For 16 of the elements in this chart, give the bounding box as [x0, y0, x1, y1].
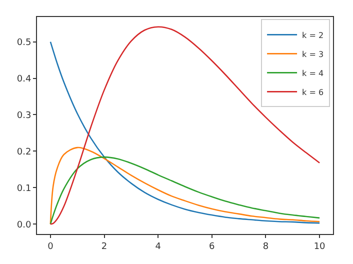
x-tick-label: 0 — [48, 242, 54, 252]
y-tick-label: 0.0 — [16, 220, 32, 230]
legend-label: k = 4 — [302, 68, 324, 78]
legend-label: k = 3 — [302, 50, 324, 59]
y-tick-label: 0.1 — [16, 184, 32, 194]
y-tick-label: 0.4 — [16, 74, 32, 84]
y-tick-label: 0.5 — [16, 38, 32, 48]
legend-label: k = 2 — [302, 30, 324, 40]
x-tick-label: 4 — [155, 242, 162, 252]
legend-label: k = 6 — [302, 88, 324, 97]
x-tick-label: 8 — [262, 242, 269, 252]
x-tick-label: 10 — [314, 242, 326, 252]
y-tick-label: 0.2 — [16, 147, 32, 158]
x-tick-label: 2 — [101, 242, 108, 252]
x-tick-label: 6 — [209, 242, 216, 252]
y-tick-label: 0.3 — [16, 110, 32, 121]
